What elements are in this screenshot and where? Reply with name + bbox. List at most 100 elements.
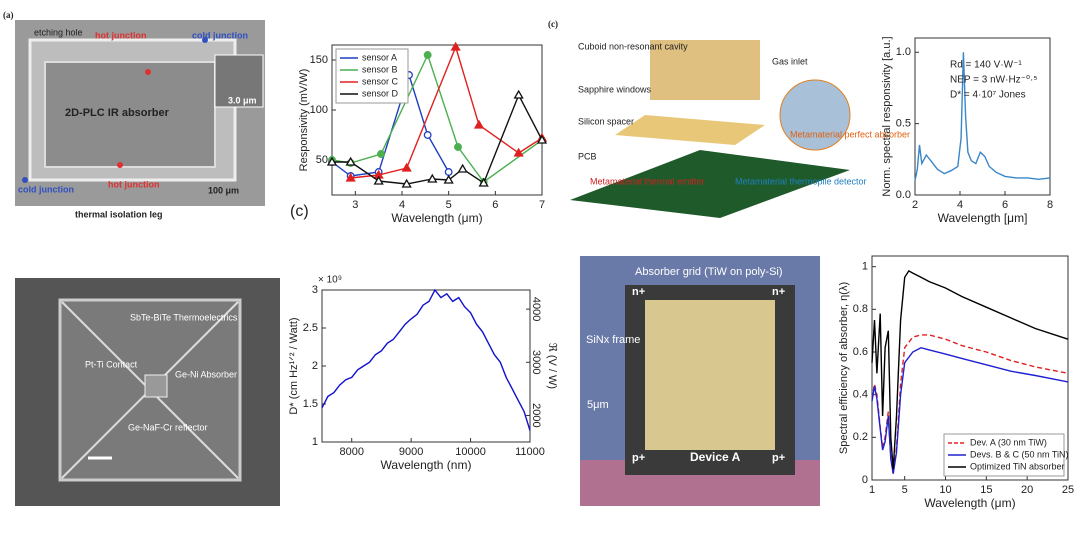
sem-label: Ge-NaF-Cr reflector — [128, 422, 208, 432]
schematic-label: PCB — [578, 151, 597, 161]
cavity — [650, 40, 760, 100]
marker — [423, 51, 432, 59]
y-tick-label: 1 — [862, 261, 868, 273]
marker — [373, 175, 384, 185]
y-tick-label: 0.5 — [896, 118, 911, 130]
schematic-label: Metamaterial thermopile detector — [735, 176, 867, 186]
sem-label: Pt-Ti Contact — [85, 359, 138, 369]
x-tick-label: 7 — [539, 199, 545, 211]
y-tick-label: 3 — [312, 284, 318, 296]
x-axis-label: Wavelength [μm] — [938, 211, 1028, 225]
series-line — [871, 269, 1069, 470]
plot-frame — [321, 289, 531, 443]
pcb-board — [570, 150, 850, 218]
sem-label: SiNx frame — [586, 334, 640, 346]
legend-label: Dev. A (30 nm TiW) — [970, 437, 1047, 447]
sem-label: Ge-Ni Absorber — [175, 369, 237, 379]
x-tick-label: 4 — [957, 199, 963, 211]
x-tick-label: 8000 — [339, 446, 363, 458]
y2-tick-label: 4000 — [530, 297, 542, 321]
marker — [478, 177, 489, 187]
panel-label: (a) — [3, 10, 14, 20]
x-tick-label: 20 — [1021, 484, 1033, 496]
x-tick-label: 10000 — [455, 446, 486, 458]
panel-c-image: (c) Cuboid non-resonant cavity Gas inlet… — [548, 19, 910, 218]
sem-absorber — [144, 374, 168, 398]
absorber-zoom — [779, 79, 851, 151]
marker — [443, 174, 454, 184]
sem-label: p+ — [772, 452, 785, 464]
sem-label: cold junction — [192, 30, 248, 40]
sem-label: Device A — [690, 450, 741, 464]
x-axis-label: Wavelength (μm) — [391, 211, 482, 225]
legend-label: sensor D — [362, 88, 399, 98]
marker — [457, 163, 468, 173]
cold-dot — [22, 177, 28, 183]
x-tick-label: 3 — [352, 199, 358, 211]
panel-a-image: (a) etching hole hot junction cold junct… — [3, 10, 265, 219]
x-tick-label: 1 — [869, 484, 875, 496]
plot-frame — [871, 255, 1069, 481]
x-tick-label: 25 — [1062, 484, 1074, 496]
x-tick-label: 11000 — [515, 446, 545, 458]
sem-label: etching hole — [34, 27, 83, 37]
marker — [513, 89, 524, 99]
y-tick-label: 2.5 — [303, 322, 318, 334]
sem-label: 100 μm — [208, 185, 239, 195]
marker — [345, 172, 356, 182]
x-tick-label: 8 — [1047, 199, 1053, 211]
sem-label: cold junction — [18, 184, 74, 194]
sem-label: hot junction — [108, 179, 160, 189]
annotation: × 10⁹ — [318, 275, 342, 286]
marker — [377, 150, 385, 158]
schematic-label: Metamaterial thermal emitter — [590, 176, 705, 186]
schematic-label: Sapphire windows — [578, 84, 652, 94]
schematic-label: Silicon spacer — [578, 116, 634, 126]
x-axis-label: Wavelength (nm) — [381, 458, 472, 472]
y-tick-label: 0.6 — [853, 346, 868, 358]
legend-label: Devs. B & C (50 nm TiN) — [970, 449, 1069, 459]
schematic-label: Cuboid non-resonant cavity — [578, 41, 688, 51]
sem-label: Absorber grid (TiW on poly-Si) — [635, 266, 783, 278]
x-tick-label: 15 — [980, 484, 992, 496]
panel-label: (b) — [3, 264, 14, 274]
legend-label: sensor C — [362, 76, 399, 86]
series-line — [321, 288, 531, 431]
y2-axis-label: ℜ (V / W) — [546, 343, 558, 389]
y-axis-label: Norm. spectral responsivity [a.u.] — [881, 36, 893, 196]
plot-frame — [331, 44, 543, 196]
series-line — [914, 52, 1051, 181]
marker — [444, 168, 453, 176]
y-tick-label: 150 — [310, 54, 328, 66]
hot-dot — [117, 162, 123, 168]
panel-d-image: (d) Absorber grid (TiW on poly-Si) n+ n+… — [548, 256, 820, 506]
x-tick-label: 6 — [1002, 199, 1008, 211]
marker — [513, 147, 524, 157]
marker — [450, 41, 461, 51]
cold-dot — [202, 37, 208, 43]
spacer — [615, 115, 765, 145]
x-tick-label: 6 — [492, 199, 498, 211]
absorber-grid — [645, 300, 775, 450]
sem-label: hot junction — [95, 30, 147, 40]
y-tick-label: 0.8 — [853, 303, 868, 315]
sem-inset — [214, 54, 264, 108]
annotation: D* = 4·10⁷ Jones — [950, 90, 1026, 101]
x-tick-label: 2 — [912, 199, 918, 211]
sem-label: p+ — [632, 452, 645, 464]
annotation: NEP = 3 nW·Hz⁻⁰·⁵ — [950, 75, 1037, 86]
plot-frame — [914, 37, 1051, 196]
schematic-label: Gas inlet — [772, 56, 808, 66]
marker — [473, 119, 485, 129]
y-tick-label: 1.5 — [303, 398, 318, 410]
x-tick-label: 5 — [902, 484, 908, 496]
legend-label: sensor B — [362, 64, 398, 74]
sem-label: thermal isolation leg — [75, 209, 163, 219]
y-tick-label: 100 — [310, 104, 328, 116]
marker — [423, 131, 432, 139]
y-axis-label: Responsivity (mV/W) — [298, 69, 310, 172]
x-axis-label: Wavelength (μm) — [924, 496, 1015, 510]
hot-dot — [145, 69, 151, 75]
sem-label: SbTe-BiTe Thermoelectrics — [130, 312, 238, 322]
